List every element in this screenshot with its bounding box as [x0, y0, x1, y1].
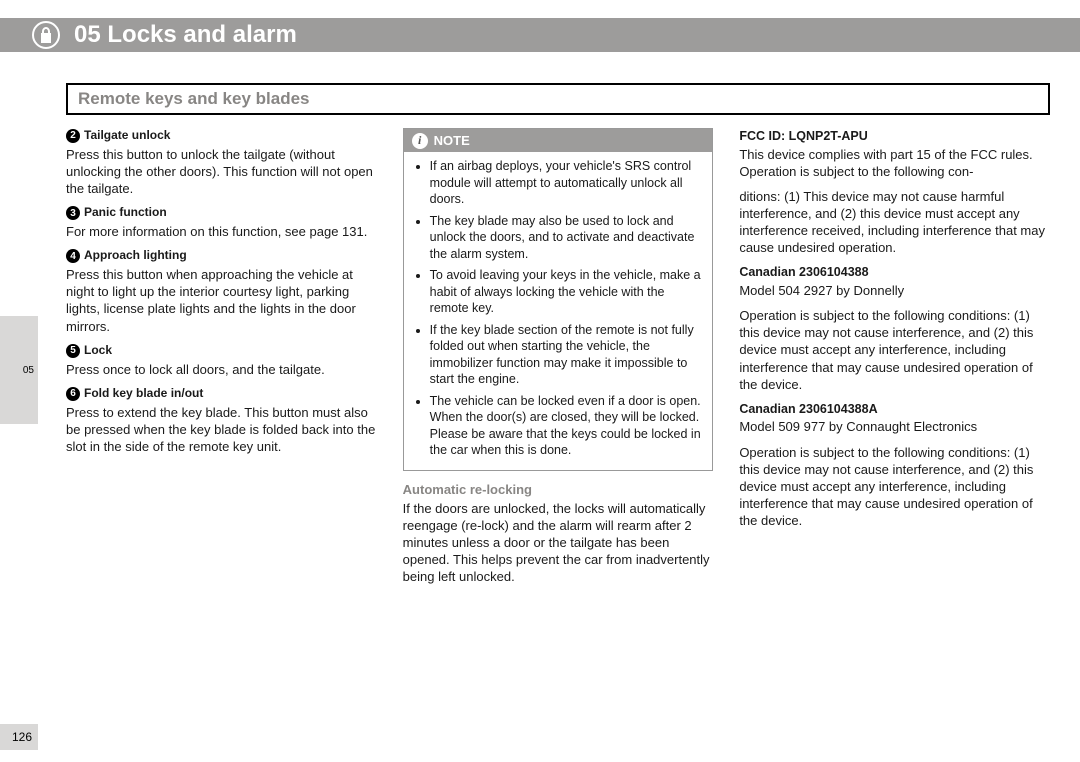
fcc-section-b: ditions: (1) This device may not cause h… — [739, 188, 1050, 257]
side-chapter-tab: 05 — [0, 316, 38, 424]
note-header: i NOTE — [404, 129, 713, 152]
note-box: i NOTE If an airbag deploys, your vehicl… — [403, 128, 714, 471]
note-body: If an airbag deploys, your vehicle's SRS… — [404, 152, 713, 470]
canadian-1-title: Canadian 2306104388 — [739, 264, 1050, 281]
item-panic-function: 3Panic function For more information on … — [66, 205, 377, 240]
num-badge: 3 — [66, 206, 80, 220]
section-title: Remote keys and key blades — [78, 89, 310, 108]
note-bullet: If an airbag deploys, your vehicle's SRS… — [430, 158, 705, 208]
info-icon: i — [412, 133, 428, 149]
num-badge: 4 — [66, 249, 80, 263]
num-badge: 2 — [66, 129, 80, 143]
note-bullet: The key blade may also be used to lock a… — [430, 213, 705, 263]
fcc-section-a: FCC ID: LQNP2T-APU This device complies … — [739, 128, 1050, 180]
item-lock: 5Lock Press once to lock all doors, and … — [66, 343, 377, 378]
num-badge: 5 — [66, 344, 80, 358]
item-approach-lighting: 4Approach lighting Press this button whe… — [66, 248, 377, 334]
auto-relock-section: Automatic re-locking If the doors are un… — [403, 481, 714, 586]
canadian-2-title: Canadian 2306104388A — [739, 401, 1050, 418]
page-number: 126 — [0, 724, 38, 750]
chapter-title: 05 Locks and alarm — [74, 21, 297, 49]
note-bullet: To avoid leaving your keys in the vehicl… — [430, 267, 705, 317]
note-bullet: If the key blade section of the remote i… — [430, 322, 705, 388]
num-badge: 6 — [66, 387, 80, 401]
auto-relock-title: Automatic re-locking — [403, 481, 714, 498]
canadian-1-section: Canadian 2306104388 Model 504 2927 by Do… — [739, 264, 1050, 392]
canadian-2-section: Canadian 2306104388A Model 509 977 by Co… — [739, 401, 1050, 529]
section-title-box: Remote keys and key blades — [66, 83, 1050, 115]
lock-icon — [32, 21, 60, 49]
page-content: 2Tailgate unlock Press this button to un… — [66, 128, 1050, 606]
fcc-id-title: FCC ID: LQNP2T-APU — [739, 128, 1050, 145]
item-tailgate-unlock: 2Tailgate unlock Press this button to un… — [66, 128, 377, 197]
note-bullet: The vehicle can be locked even if a door… — [430, 393, 705, 459]
chapter-header: 05 Locks and alarm — [0, 18, 1080, 52]
item-fold-key-blade: 6Fold key blade in/out Press to extend t… — [66, 386, 377, 455]
